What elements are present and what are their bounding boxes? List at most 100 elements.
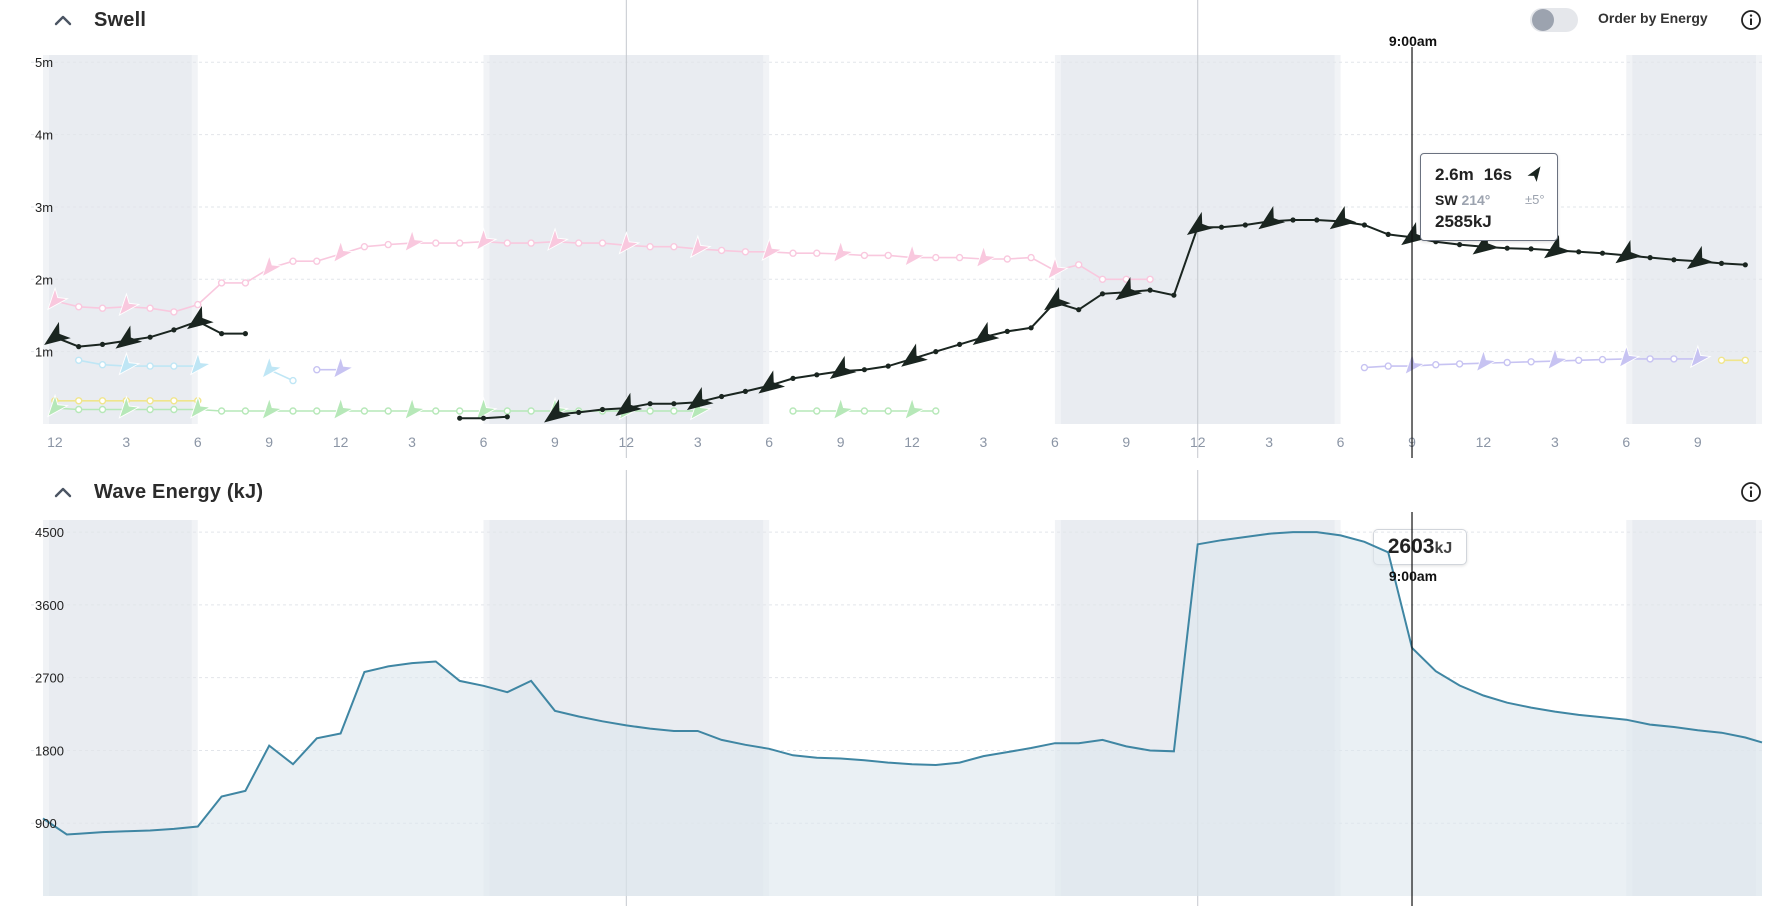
primary-swell-arrow <box>1544 235 1571 259</box>
primary-swell-point <box>861 367 868 373</box>
primary-swell-point <box>1599 250 1606 256</box>
x-tick-label: 6 <box>765 434 773 450</box>
primary-swell-point <box>790 375 796 381</box>
primary-swell-point <box>76 344 82 350</box>
secondary-swell-point <box>884 251 892 260</box>
primary-swell-arrow <box>1258 206 1286 230</box>
x-tick-label: 9 <box>837 434 845 450</box>
primary-swell-arrow <box>901 343 928 367</box>
primary-swell-point <box>814 372 820 378</box>
primary-swell-point <box>1218 224 1225 230</box>
senary-swell-point <box>1741 356 1750 364</box>
tertiary-swell-point <box>789 407 797 415</box>
secondary-swell-arrow <box>547 227 569 251</box>
tertiary-swell-point <box>527 407 535 415</box>
primary-swell-point <box>1576 249 1582 255</box>
secondary-swell-arrow <box>332 239 355 264</box>
secondary-swell-point <box>955 253 964 262</box>
swell-collapse-button[interactable] <box>52 10 74 32</box>
secondary-swell-arrow <box>475 227 498 251</box>
quaternary-swell-point <box>1527 358 1535 366</box>
primary-swell-point <box>1528 246 1534 252</box>
secondary-swell-point <box>670 242 678 251</box>
primary-swell-point <box>1076 307 1082 313</box>
senary-swell-point <box>1717 356 1726 364</box>
tertiary-swell-point <box>360 407 369 415</box>
secondary-swell-point <box>575 239 583 247</box>
y-tick-label: 1800 <box>35 743 64 758</box>
secondary-swell-arrow <box>118 292 141 317</box>
energy-badge-unit: kJ <box>1434 540 1453 557</box>
tertiary-swell-arrow <box>904 396 927 421</box>
tooltip-energy: 2585kJ <box>1435 212 1492 231</box>
tertiary-swell-point <box>74 405 83 414</box>
x-tick-label: 12 <box>47 434 63 450</box>
primary-swell-arrow <box>1186 211 1214 236</box>
tertiary-swell-point <box>884 407 892 415</box>
energy-info-button[interactable] <box>1740 481 1762 503</box>
primary-swell-arrow <box>44 321 71 346</box>
tertiary-swell-point <box>860 407 869 415</box>
order-by-energy-toggle[interactable] <box>1530 8 1578 32</box>
tertiary-swell-arrow <box>118 395 141 419</box>
tertiary-swell-arrow <box>832 396 855 421</box>
x-tick-label: 9 <box>1694 434 1702 450</box>
tertiary-swell-point <box>170 405 178 414</box>
secondary-swell-arrow <box>832 239 855 264</box>
swell-direction-arrow-icon <box>1527 166 1541 182</box>
tertiary-swell-point <box>432 407 440 415</box>
x-tick-label: 12 <box>904 434 920 450</box>
quaternary-swell-point <box>1360 363 1369 372</box>
primary-swell-point <box>1718 260 1725 266</box>
x-tick-label: 6 <box>1337 434 1345 450</box>
secondary-swell-point <box>170 308 178 316</box>
quinary-swell-point <box>98 361 107 369</box>
secondary-swell-point <box>241 279 250 287</box>
primary-swell-arrow <box>1044 287 1071 311</box>
quinary-swell-point <box>289 376 297 385</box>
swell-cursor-time: 9:00am <box>1389 33 1437 49</box>
primary-swell-point <box>504 414 510 420</box>
primary-swell-point <box>171 327 177 333</box>
x-tick-label: 6 <box>480 434 488 450</box>
primary-swell-point <box>480 415 487 421</box>
secondary-swell-point <box>1146 275 1154 283</box>
info-icon <box>1741 482 1761 502</box>
primary-swell-point <box>1361 222 1367 228</box>
secondary-swell-point <box>74 303 83 311</box>
senary-swell-point <box>146 397 154 405</box>
primary-swell-point <box>457 415 463 421</box>
primary-swell-point <box>1004 328 1010 334</box>
night-band <box>1632 55 1756 424</box>
tertiary-swell-arrow <box>261 396 284 421</box>
primary-swell-point <box>719 393 725 400</box>
quinary-swell-arrow <box>118 351 141 376</box>
order-by-energy-label: Order by Energy <box>1598 10 1708 26</box>
tooltip-degrees: 214° <box>1461 192 1491 208</box>
quinary-swell-point <box>170 362 178 370</box>
primary-swell-point <box>219 331 225 337</box>
primary-swell-point <box>885 363 891 369</box>
primary-swell-arrow <box>186 305 214 330</box>
energy-collapse-button[interactable] <box>52 482 74 504</box>
secondary-swell-point <box>1098 275 1107 283</box>
secondary-swell-point <box>860 251 869 260</box>
swell-info-button[interactable] <box>1740 9 1762 31</box>
secondary-swell-point <box>146 304 154 312</box>
wave-energy-chart: 4500360027001800900123691236912369123691… <box>31 470 1763 906</box>
primary-swell-arrow <box>1615 240 1643 264</box>
quinary-swell-line <box>78 359 198 367</box>
energy-cursor-time: 9:00am <box>1389 568 1437 584</box>
x-tick-label: 6 <box>194 434 202 450</box>
y-tick-label: 4500 <box>35 525 64 540</box>
tertiary-swell-point <box>217 407 226 415</box>
primary-swell-point <box>1671 257 1677 263</box>
primary-swell-point <box>1171 292 1177 298</box>
quaternary-swell-point <box>1598 355 1607 364</box>
tertiary-swell-point <box>813 407 821 415</box>
y-tick-label: 5m <box>35 55 53 70</box>
quaternary-swell-arrow <box>1475 348 1498 373</box>
secondary-swell-point <box>432 239 440 247</box>
tooltip-height: 2.6m <box>1435 165 1474 184</box>
x-tick-label: 12 <box>333 434 349 450</box>
